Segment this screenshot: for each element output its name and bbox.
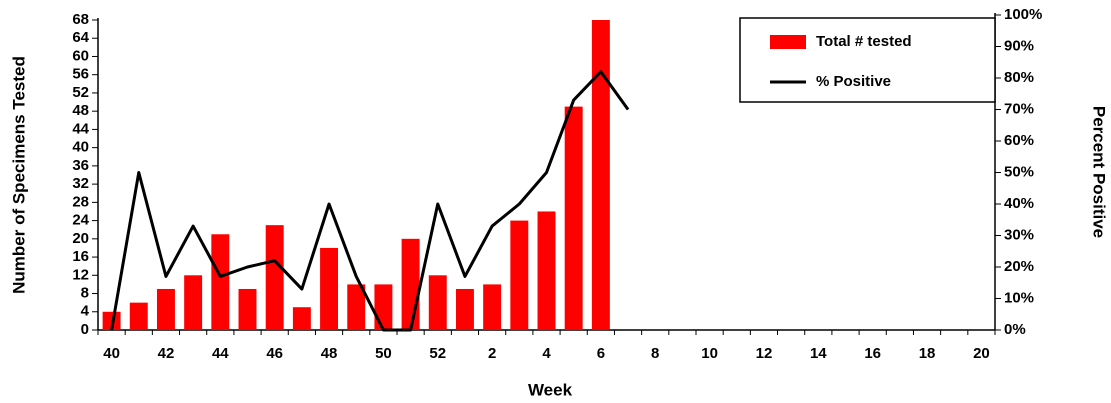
- legend-label: Total # tested: [816, 33, 912, 50]
- bar: [129, 302, 148, 330]
- bar: [156, 288, 175, 330]
- x-tick-label: 46: [266, 345, 283, 362]
- x-axis-title: Week: [528, 380, 573, 399]
- x-tick-label: 48: [321, 345, 338, 362]
- y-tick-label: 12: [72, 266, 89, 283]
- y-tick-label: 0: [81, 321, 89, 338]
- bar: [320, 247, 339, 330]
- y2-axis-title: Percent Positive: [1090, 106, 1109, 238]
- y-tick-label: 68: [72, 11, 89, 28]
- bar: [238, 288, 257, 330]
- x-tick-label: 8: [651, 345, 659, 362]
- x-tick-label: 20: [973, 345, 990, 362]
- x-tick-label: 10: [701, 345, 718, 362]
- x-tick-label: 18: [919, 345, 936, 362]
- y-tick-label: 56: [72, 66, 89, 83]
- bar: [184, 275, 203, 330]
- bar: [401, 238, 420, 330]
- y-tick-label: 32: [72, 175, 89, 192]
- y2-tick-label: 80%: [1004, 69, 1034, 86]
- y2-tick-label: 100%: [1004, 6, 1042, 23]
- y-tick-label: 28: [72, 193, 89, 210]
- bar: [374, 284, 393, 330]
- y2-tick-label: 70%: [1004, 100, 1034, 117]
- bar: [510, 220, 529, 330]
- y-tick-label: 16: [72, 248, 89, 265]
- bar: [428, 275, 447, 330]
- bar: [211, 234, 230, 330]
- bar: [564, 106, 583, 330]
- y2-tick-label: 10%: [1004, 289, 1034, 306]
- x-tick-label: 14: [810, 345, 827, 362]
- y-tick-label: 60: [72, 47, 89, 64]
- x-tick-label: 6: [597, 345, 605, 362]
- y-tick-label: 44: [72, 120, 89, 137]
- x-tick-label: 2: [488, 345, 496, 362]
- x-tick-label: 52: [429, 345, 446, 362]
- y2-tick-label: 30%: [1004, 226, 1034, 243]
- y-tick-label: 24: [72, 212, 89, 229]
- x-tick-label: 4: [542, 345, 551, 362]
- y-axis-title: Number of Specimens Tested: [9, 56, 28, 294]
- x-tick-label: 44: [212, 345, 229, 362]
- x-tick-label: 42: [158, 345, 175, 362]
- bar: [102, 311, 121, 330]
- bar: [265, 225, 284, 330]
- y2-tick-label: 40%: [1004, 195, 1034, 212]
- x-tick-label: 12: [756, 345, 773, 362]
- bar: [347, 284, 366, 330]
- y-tick-label: 52: [72, 84, 89, 101]
- y-tick-label: 8: [81, 284, 89, 301]
- y2-tick-label: 90%: [1004, 37, 1034, 54]
- y-tick-label: 20: [72, 230, 89, 247]
- legend-box: [739, 17, 996, 103]
- bar: [537, 211, 556, 330]
- legend-swatch: [770, 35, 806, 49]
- y2-tick-label: 60%: [1004, 132, 1034, 149]
- y-tick-label: 36: [72, 157, 89, 174]
- legend-label: % Positive: [816, 73, 891, 90]
- bar: [292, 307, 311, 330]
- x-tick-label: 16: [864, 345, 881, 362]
- y-tick-label: 4: [81, 303, 90, 320]
- x-tick-label: 50: [375, 345, 392, 362]
- bar: [591, 20, 610, 330]
- bar: [483, 284, 502, 330]
- x-tick-label: 40: [103, 345, 120, 362]
- y-tick-label: 40: [72, 139, 89, 156]
- y2-tick-label: 20%: [1004, 258, 1034, 275]
- y2-tick-label: 0%: [1004, 321, 1026, 338]
- y-tick-label: 48: [72, 102, 89, 119]
- bar: [455, 288, 474, 330]
- y2-tick-label: 50%: [1004, 163, 1034, 180]
- y-tick-label: 64: [72, 29, 89, 46]
- line: [110, 70, 630, 332]
